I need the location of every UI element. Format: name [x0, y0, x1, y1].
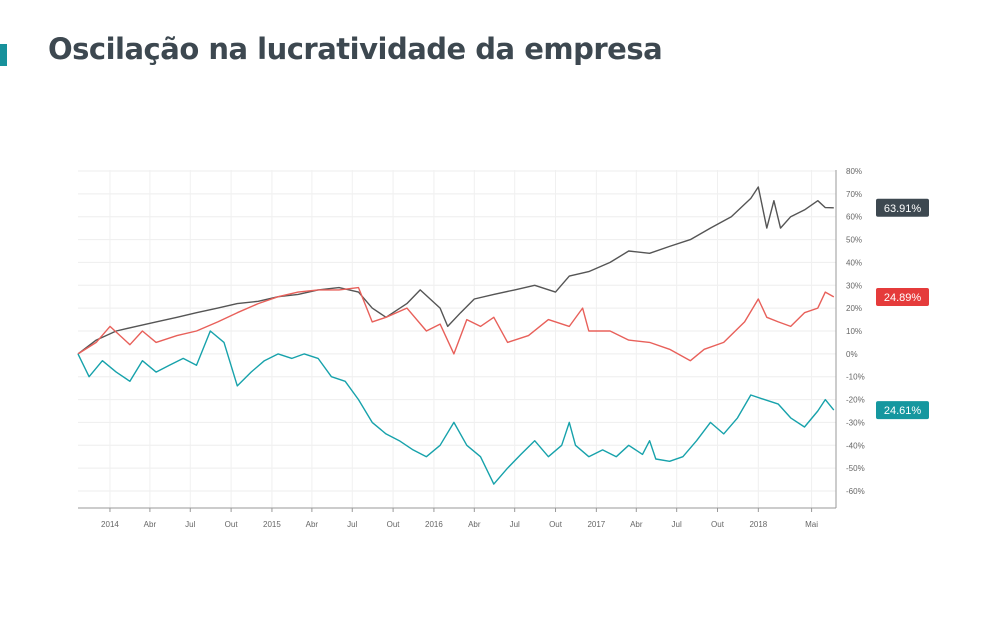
- x-tick-label: 2018: [749, 520, 767, 529]
- end-value-tag-1: 63.91%: [876, 198, 929, 217]
- y-tick-label: -30%: [846, 418, 865, 427]
- x-tick-label: Abr: [468, 520, 481, 529]
- x-tick-label: Abr: [306, 520, 319, 529]
- x-tick-label: Abr: [144, 520, 157, 529]
- end-value-label: 24.89%: [884, 292, 922, 304]
- x-tick-label: Jul: [347, 520, 357, 529]
- y-tick-label: 50%: [846, 236, 862, 245]
- x-axis-ticks: 2014 Abr Jul Out 2015 Abr Jul Out 2016 Abr Jul Out 2…: [101, 508, 818, 529]
- x-tick-label: Mai: [805, 520, 818, 529]
- title-accent-bar: [0, 44, 7, 66]
- end-value-tags: 63.91% 24.89% 24.61%: [876, 198, 929, 420]
- x-tick-label: 2017: [587, 520, 605, 529]
- end-value-tag-bg: [876, 287, 929, 306]
- series-line-1: [77, 186, 834, 355]
- end-value-tag-bg: [876, 401, 929, 420]
- series-line-2: [77, 286, 835, 362]
- y-tick-label: 30%: [846, 281, 862, 290]
- x-tick-label: 2015: [263, 520, 281, 529]
- x-tick-label: Jul: [510, 520, 520, 529]
- x-tick-label: Out: [711, 520, 725, 529]
- y-tick-label: 70%: [846, 190, 862, 199]
- y-tick-label: 20%: [846, 304, 862, 313]
- x-tick-label: Abr: [630, 520, 643, 529]
- y-tick-label: -10%: [846, 373, 865, 382]
- x-tick-label: Out: [225, 520, 239, 529]
- end-value-label: 24.61%: [884, 405, 922, 417]
- chart-series: [77, 186, 835, 485]
- x-tick-label: Out: [549, 520, 563, 529]
- y-tick-label: 80%: [846, 167, 862, 176]
- page-title: Oscilação na lucratividade da empresa: [48, 32, 663, 66]
- end-value-tag-3: 24.61%: [876, 401, 929, 420]
- x-tick-label: Jul: [185, 520, 195, 529]
- y-tick-label: -40%: [846, 441, 865, 450]
- y-tick-label: 10%: [846, 327, 862, 336]
- end-value-tag-bg: [876, 198, 929, 217]
- y-tick-label: -20%: [846, 396, 865, 405]
- y-tick-label: 40%: [846, 258, 862, 267]
- series-line-3: [77, 330, 835, 485]
- chart-grid: [78, 170, 836, 508]
- y-axis-ticks: 80% 70% 60% 50% 40% 30% 20% 10% 0% -10% -20% -30% -4…: [846, 167, 865, 496]
- end-value-label: 63.91%: [884, 203, 922, 215]
- chart-axes: [78, 170, 837, 509]
- x-tick-label: 2016: [425, 520, 443, 529]
- y-tick-label: 60%: [846, 213, 862, 222]
- y-tick-label: -60%: [846, 487, 865, 496]
- end-value-tag-2: 24.89%: [876, 287, 929, 306]
- x-tick-label: Out: [387, 520, 401, 529]
- x-tick-label: 2014: [101, 520, 119, 529]
- y-tick-label: 0%: [846, 350, 858, 359]
- y-tick-label: -50%: [846, 464, 865, 473]
- x-tick-label: Jul: [672, 520, 682, 529]
